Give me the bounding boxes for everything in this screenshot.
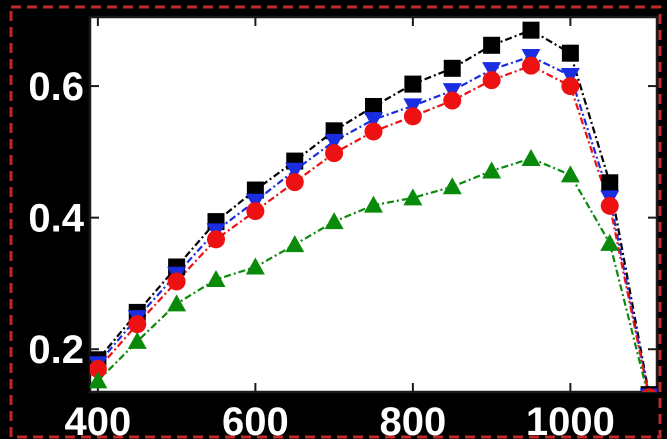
series-0-point <box>404 75 422 93</box>
series-2-point <box>285 173 304 192</box>
series-3-point <box>90 371 108 389</box>
series-2-point <box>600 196 619 215</box>
series-1-point <box>285 162 305 180</box>
series-3-point <box>600 233 620 251</box>
series-3-point <box>482 161 502 179</box>
series-3-point <box>560 165 580 183</box>
x-tick-label: 800 <box>380 400 447 439</box>
y-tick-label: 0.4 <box>28 197 84 241</box>
series-3-point <box>245 257 265 275</box>
series-2-point <box>561 77 580 96</box>
series-3-point <box>403 188 423 206</box>
y-tick-label: 0.2 <box>28 328 84 372</box>
series-2-point <box>90 359 107 378</box>
x-tick-label: 600 <box>222 400 289 439</box>
series-2-point <box>443 91 462 110</box>
series-3-point <box>167 294 187 312</box>
series-2-point <box>207 230 225 249</box>
series-0-point <box>365 97 382 115</box>
series-2-point <box>246 202 265 221</box>
series-1-point <box>403 98 423 116</box>
series-3-point <box>442 177 462 195</box>
series-1-point <box>364 112 383 130</box>
series-2-point <box>482 71 501 90</box>
series-2-point <box>403 107 422 126</box>
series-0-point <box>443 59 461 77</box>
outer-frame <box>9 5 662 439</box>
series-3-point <box>521 148 541 166</box>
series-3-point <box>364 195 383 213</box>
series-3-point <box>127 331 147 349</box>
series-1-point <box>560 68 580 86</box>
x-tick-label: 1000 <box>526 400 615 439</box>
y-tick-label: 0.6 <box>28 65 84 109</box>
series-0-point <box>522 21 540 39</box>
axes <box>90 17 657 392</box>
series-2-point <box>522 56 540 75</box>
series-3-point <box>324 212 344 230</box>
series-markers <box>90 21 657 392</box>
series-3-point <box>647 389 651 392</box>
tick-labels: 0.2 0.4 0.6 400 600 800 1000 <box>28 65 614 439</box>
series-1-point <box>324 133 344 151</box>
series-2-point <box>325 144 344 163</box>
series-2-point <box>364 122 383 141</box>
series-3-point <box>285 235 305 253</box>
series-0-point <box>561 44 579 62</box>
x-tick-label: 400 <box>65 400 132 439</box>
series-2-point <box>128 315 147 334</box>
series-0-point <box>483 36 501 54</box>
series-2-point <box>167 272 186 291</box>
series-0-point <box>601 174 619 192</box>
series-1-point <box>482 62 502 80</box>
series-3-point <box>206 270 226 287</box>
